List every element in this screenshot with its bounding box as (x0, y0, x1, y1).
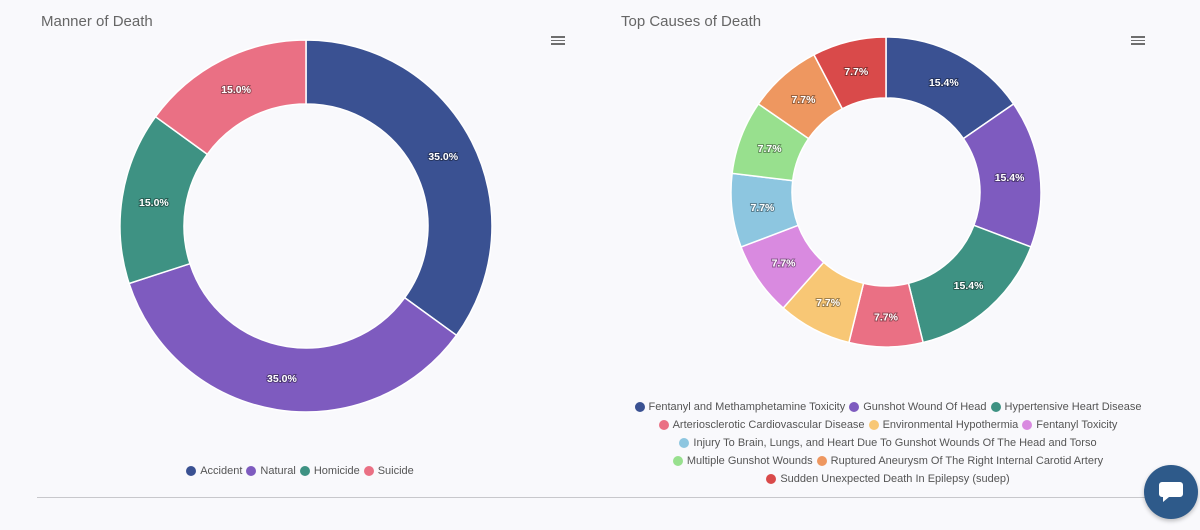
hamburger-icon-line (1131, 39, 1145, 42)
legend-marker-icon (299, 466, 310, 476)
legend-item[interactable]: Injury To Brain, Lungs, and Heart Due To… (679, 435, 1097, 451)
hamburger-icon-line (1131, 36, 1145, 38)
slice-data-label: 15.4% (995, 172, 1025, 184)
legend-row: Multiple Gunshot Wounds Ruptured Aneurysm… (600, 453, 1176, 471)
legend-item[interactable]: Multiple Gunshot Wounds (672, 453, 813, 469)
legend-marker-icon (990, 402, 1001, 412)
chat-bubble-icon (1159, 482, 1183, 502)
legend-label: Suicide (377, 465, 414, 477)
donut-slice-natural[interactable] (128, 262, 458, 413)
legend-marker-icon (246, 466, 257, 476)
legend-label: Gunshot Wound Of Head (863, 401, 987, 413)
slice-data-label: 7.7% (791, 94, 816, 106)
legend-marker-icon (186, 466, 197, 476)
legend-marker-icon (672, 456, 683, 466)
legend-label: Arteriosclerotic Cardiovascular Disease (672, 419, 865, 431)
slice-data-label: 7.7% (758, 143, 783, 155)
slice-data-label: 7.7% (844, 66, 869, 78)
legend-item[interactable]: Environmental Hypothermia (868, 417, 1019, 433)
legend-label: Hypertensive Heart Disease (1004, 401, 1142, 413)
legend-row: Fentanyl and Methamphetamine Toxicity Gun… (600, 399, 1176, 417)
legend-item[interactable]: Natural (246, 463, 296, 479)
slice-data-label: 15.0% (221, 84, 251, 96)
slice-data-label: 7.7% (772, 258, 797, 270)
legend-row: Injury To Brain, Lungs, and Heart Due To… (600, 435, 1176, 453)
legend-marker-icon (1022, 420, 1033, 430)
legend-label: Environmental Hypothermia (882, 419, 1019, 431)
donut-chart: 35.0% 35.0% 15.0% 15.0% (119, 39, 493, 413)
legend-item[interactable]: Hypertensive Heart Disease (990, 399, 1142, 415)
chart-legend: Fentanyl and Methamphetamine Toxicity Gun… (600, 399, 1176, 489)
slice-data-label: 7.7% (874, 312, 899, 324)
legend-label: Accident (200, 465, 243, 477)
legend-item[interactable]: Accident (186, 463, 242, 479)
chart-legend: Accident Natural Homicide Suicide (0, 463, 600, 481)
chart-menu-button[interactable] (551, 34, 565, 46)
chart-title: Top Causes of Death (621, 13, 762, 30)
legend-label: Natural (260, 465, 296, 477)
legend-label: Multiple Gunshot Wounds (686, 455, 813, 467)
legend-item[interactable]: Gunshot Wound Of Head (849, 399, 987, 415)
legend-marker-icon (363, 466, 374, 476)
hamburger-icon-line (551, 36, 565, 38)
legend-row: Accident Natural Homicide Suicide (0, 463, 600, 481)
legend-item[interactable]: Fentanyl Toxicity (1022, 417, 1117, 433)
slice-data-label: 15.4% (954, 280, 984, 292)
manner-of-death-chart: Manner of Death 35.0% 35.0% 15.0% 15.0% Acc… (0, 0, 600, 495)
section-divider (37, 497, 1163, 498)
legend-item[interactable]: Ruptured Aneurysm Of The Right Internal … (816, 453, 1104, 469)
chat-button[interactable] (1144, 465, 1198, 519)
legend-label: Homicide (313, 465, 360, 477)
legend-label: Fentanyl and Methamphetamine Toxicity (648, 401, 846, 413)
legend-label: Ruptured Aneurysm Of The Right Internal … (830, 455, 1104, 467)
slice-data-label: 15.4% (929, 77, 959, 89)
donut-chart: 15.4% 15.4% 15.4% 7.7% 7.7% 7.7% 7.7% 7.7% 7.7% 7… (730, 36, 1042, 348)
legend-marker-icon (634, 402, 645, 412)
chart-menu-button[interactable] (1131, 34, 1145, 46)
slice-data-label: 15.0% (139, 197, 169, 209)
legend-item[interactable]: Suicide (363, 463, 414, 479)
legend-marker-icon (679, 438, 690, 448)
legend-marker-icon (766, 474, 777, 484)
legend-marker-icon (868, 420, 879, 430)
legend-item[interactable]: Arteriosclerotic Cardiovascular Disease (658, 417, 865, 433)
slice-data-label: 7.7% (816, 297, 841, 309)
legend-row: Arteriosclerotic Cardiovascular Disease E… (600, 417, 1176, 435)
legend-item[interactable]: Fentanyl and Methamphetamine Toxicity (634, 399, 846, 415)
legend-label: Fentanyl Toxicity (1036, 419, 1118, 431)
donut-slice-suicide[interactable] (154, 39, 307, 156)
legend-item[interactable]: Sudden Unexpected Death In Epilepsy (sud… (766, 471, 1010, 487)
slice-data-label: 7.7% (750, 202, 775, 214)
slice-data-label: 35.0% (267, 373, 297, 385)
slice-data-label: 35.0% (428, 151, 458, 163)
legend-item[interactable]: Homicide (299, 463, 360, 479)
donut-slice-sudden-unexpected-death-in-epilepsy-sudep[interactable] (812, 36, 887, 110)
legend-label: Injury To Brain, Lungs, and Heart Due To… (693, 437, 1097, 449)
legend-label: Sudden Unexpected Death In Epilepsy (sud… (780, 473, 1010, 485)
legend-marker-icon (658, 420, 669, 430)
chart-title: Manner of Death (41, 13, 153, 30)
legend-row: Sudden Unexpected Death In Epilepsy (sud… (600, 471, 1176, 489)
donut-slice-accident[interactable] (305, 39, 493, 337)
legend-marker-icon (849, 402, 860, 412)
hamburger-icon-line (551, 43, 565, 45)
top-causes-chart: Top Causes of Death 15.4% 15.4% 15.4% 7.7% 7… (600, 0, 1200, 495)
legend-marker-icon (816, 456, 827, 466)
hamburger-icon-line (551, 39, 565, 42)
hamburger-icon-line (1131, 43, 1145, 45)
